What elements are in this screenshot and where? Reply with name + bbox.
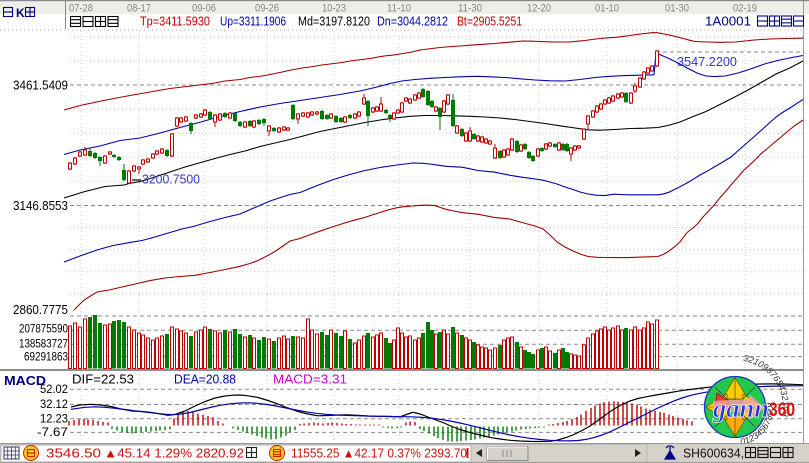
svg-text:01-30: 01-30 [665, 3, 689, 15]
svg-text:01-10: 01-10 [595, 3, 619, 15]
svg-text:MACD: MACD [4, 373, 46, 388]
svg-text:3200.7500: 3200.7500 [142, 173, 200, 187]
svg-text:3461.5409: 3461.5409 [13, 79, 68, 93]
svg-text:09-26: 09-26 [255, 3, 279, 15]
svg-text:SH600634,: SH600634, [683, 447, 744, 461]
svg-text:gann: gann [712, 394, 769, 423]
svg-text:DIF=22.53: DIF=22.53 [72, 373, 134, 387]
svg-text:11555.25 ▲42.17 0.37% 2393.70: 11555.25 ▲42.17 0.37% 2393.70 [291, 447, 467, 461]
svg-text:Dn=3044.2812: Dn=3044.2812 [377, 15, 448, 29]
svg-text:Md=3197.8120: Md=3197.8120 [298, 15, 370, 29]
svg-text:10-23: 10-23 [322, 3, 346, 15]
svg-text:11-30: 11-30 [458, 3, 482, 15]
svg-text:138583727: 138583727 [19, 337, 68, 351]
svg-text:Up=3311.1906: Up=3311.1906 [220, 15, 286, 29]
svg-text:1A0001: 1A0001 [705, 14, 751, 29]
svg-text:▲45.14 1.29% 2820.92: ▲45.14 1.29% 2820.92 [104, 447, 244, 461]
svg-text:02-19: 02-19 [733, 3, 757, 15]
svg-text:3146.8553: 3146.8553 [13, 199, 68, 213]
svg-text:360: 360 [769, 400, 795, 421]
svg-text:07-28: 07-28 [69, 3, 93, 15]
svg-text:Bt=2905.5251: Bt=2905.5251 [457, 15, 522, 29]
svg-text:52.02: 52.02 [40, 384, 68, 396]
svg-text:3546.50: 3546.50 [46, 447, 101, 461]
svg-text:12-20: 12-20 [527, 3, 551, 15]
svg-text:12.23: 12.23 [40, 414, 68, 426]
svg-text:MACD=3.31: MACD=3.31 [273, 373, 347, 387]
svg-text:32.12: 32.12 [40, 399, 68, 411]
svg-text:2860.7775: 2860.7775 [13, 303, 68, 317]
svg-text:K: K [16, 6, 25, 20]
svg-text:-7.67: -7.67 [37, 427, 68, 439]
svg-text:11-10: 11-10 [387, 3, 411, 15]
svg-text:08-17: 08-17 [127, 3, 151, 15]
svg-text:207875590: 207875590 [19, 322, 68, 336]
svg-text:DEA=20.88: DEA=20.88 [174, 373, 236, 387]
svg-text:3547.2200: 3547.2200 [677, 55, 737, 69]
svg-text:Tp=3411.5930: Tp=3411.5930 [140, 15, 210, 29]
svg-text:69291863: 69291863 [24, 350, 68, 364]
svg-text:09-06: 09-06 [192, 3, 216, 15]
